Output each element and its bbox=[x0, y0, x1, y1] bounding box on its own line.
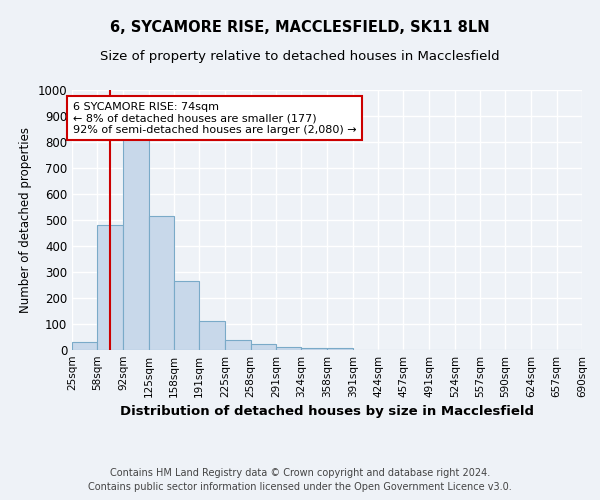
Bar bbox=[97, 225, 124, 350]
Bar bbox=[199, 322, 226, 350]
Bar bbox=[72, 342, 97, 350]
Bar bbox=[301, 348, 328, 350]
Y-axis label: Number of detached properties: Number of detached properties bbox=[19, 127, 32, 313]
Bar bbox=[149, 216, 174, 350]
Text: Contains public sector information licensed under the Open Government Licence v3: Contains public sector information licen… bbox=[88, 482, 512, 492]
Bar bbox=[328, 348, 353, 350]
Bar bbox=[276, 347, 301, 350]
Text: Size of property relative to detached houses in Macclesfield: Size of property relative to detached ho… bbox=[100, 50, 500, 63]
Text: 6 SYCAMORE RISE: 74sqm
← 8% of detached houses are smaller (177)
92% of semi-det: 6 SYCAMORE RISE: 74sqm ← 8% of detached … bbox=[73, 102, 356, 135]
Bar bbox=[174, 281, 199, 350]
Text: 6, SYCAMORE RISE, MACCLESFIELD, SK11 8LN: 6, SYCAMORE RISE, MACCLESFIELD, SK11 8LN bbox=[110, 20, 490, 35]
Bar bbox=[124, 137, 149, 350]
X-axis label: Distribution of detached houses by size in Macclesfield: Distribution of detached houses by size … bbox=[120, 406, 534, 418]
Bar bbox=[251, 344, 276, 350]
Text: Contains HM Land Registry data © Crown copyright and database right 2024.: Contains HM Land Registry data © Crown c… bbox=[110, 468, 490, 477]
Bar bbox=[226, 340, 251, 350]
